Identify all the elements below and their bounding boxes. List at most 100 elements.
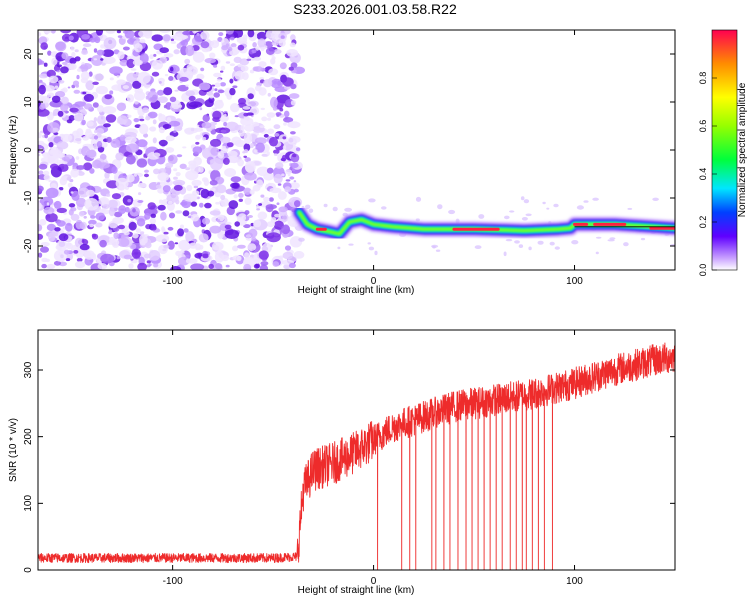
noise-blob bbox=[273, 149, 280, 155]
y-tick-label: 20 bbox=[23, 48, 34, 60]
noise-blob bbox=[139, 234, 148, 246]
noise-blob bbox=[229, 78, 234, 84]
noise-blob bbox=[160, 211, 167, 221]
noise-blob bbox=[247, 215, 253, 218]
noise-blob bbox=[152, 119, 157, 125]
noise-blob bbox=[173, 130, 177, 134]
noise-blob bbox=[185, 254, 190, 258]
noise-blob bbox=[93, 117, 98, 122]
noise-blob bbox=[87, 144, 94, 149]
noise-blob bbox=[185, 45, 195, 57]
noise-blob bbox=[225, 264, 230, 268]
noise-blob bbox=[111, 193, 122, 200]
noise-blob bbox=[85, 80, 95, 91]
noise-blob bbox=[38, 163, 48, 170]
noise-blob bbox=[256, 179, 264, 188]
noise-blob bbox=[244, 160, 256, 173]
signal-trace bbox=[291, 204, 675, 242]
noise-blob bbox=[180, 201, 188, 206]
noise-blob bbox=[217, 37, 223, 42]
noise-blob bbox=[119, 134, 126, 141]
noise-blob bbox=[260, 261, 269, 266]
noise-blob bbox=[182, 146, 187, 149]
noise-blob bbox=[260, 46, 265, 52]
noise-blob bbox=[203, 178, 210, 186]
noise-blob bbox=[79, 243, 90, 251]
noise-blob bbox=[144, 212, 151, 220]
noise-blob bbox=[474, 245, 482, 250]
noise-blob bbox=[263, 133, 269, 138]
noise-blob bbox=[200, 41, 210, 49]
noise-blob bbox=[571, 240, 579, 245]
noise-blob bbox=[179, 76, 189, 82]
noise-blob bbox=[247, 243, 257, 252]
noise-blob bbox=[38, 202, 42, 210]
page-title: S233.2026.001.03.58.R22 bbox=[293, 1, 457, 17]
noise-blob bbox=[98, 209, 104, 213]
noise-blob bbox=[55, 41, 67, 52]
noise-blob bbox=[234, 115, 239, 118]
noise-blob bbox=[56, 220, 66, 227]
noise-blob bbox=[202, 253, 209, 259]
noise-blob bbox=[210, 40, 220, 49]
noise-blob bbox=[56, 70, 60, 73]
noise-blob bbox=[43, 30, 52, 34]
noise-blob bbox=[175, 210, 183, 214]
noise-blob bbox=[576, 205, 585, 210]
noise-blob bbox=[609, 237, 616, 240]
noise-blob bbox=[190, 201, 198, 207]
noise-blob bbox=[93, 58, 98, 61]
noise-blob bbox=[175, 199, 180, 205]
noise-blob bbox=[214, 251, 225, 263]
noise-blob bbox=[73, 89, 81, 94]
noise-blob bbox=[40, 246, 49, 253]
noise-blob bbox=[243, 112, 249, 117]
noise-blob bbox=[237, 244, 246, 249]
noise-blob bbox=[165, 147, 175, 153]
noise-blob bbox=[38, 132, 42, 139]
noise-blob bbox=[38, 108, 50, 117]
noise-blob bbox=[143, 133, 149, 138]
noise-blob bbox=[92, 159, 102, 169]
noise-blob bbox=[195, 134, 201, 140]
noise-blob bbox=[151, 34, 164, 42]
noise-blob bbox=[583, 200, 589, 203]
noise-blob bbox=[520, 196, 525, 201]
noise-blob bbox=[155, 234, 170, 243]
noise-blob bbox=[287, 172, 291, 177]
noise-blob bbox=[54, 85, 59, 89]
noise-blob bbox=[109, 77, 114, 81]
noise-blob bbox=[276, 202, 280, 205]
noise-blob bbox=[69, 107, 79, 113]
noise-blob bbox=[233, 30, 244, 38]
noise-blob bbox=[210, 138, 222, 147]
noise-blob bbox=[39, 196, 54, 207]
spectrogram-y-label: Frequency (Hz) bbox=[8, 116, 19, 185]
noise-blob bbox=[209, 52, 216, 59]
noise-blob bbox=[70, 46, 75, 51]
noise-blob bbox=[260, 194, 265, 198]
noise-blob bbox=[74, 101, 87, 107]
y-tick-label: 0 bbox=[23, 567, 34, 573]
noise-blob bbox=[158, 114, 167, 122]
noise-blob bbox=[40, 42, 48, 50]
noise-blob bbox=[88, 219, 97, 225]
noise-blob bbox=[194, 127, 204, 132]
snr-x-axis: -100 0 100 bbox=[163, 330, 583, 587]
noise-blob bbox=[147, 202, 156, 210]
noise-blob bbox=[111, 166, 118, 174]
noise-blob bbox=[152, 137, 157, 144]
spectrogram-x-label: Height of straight line (km) bbox=[298, 285, 415, 296]
noise-blob bbox=[188, 95, 196, 102]
noise-blob bbox=[640, 237, 646, 241]
noise-blob bbox=[607, 239, 615, 242]
noise-blob bbox=[167, 226, 174, 231]
noise-blob bbox=[152, 152, 161, 158]
noise-blob bbox=[53, 233, 58, 237]
noise-blob bbox=[102, 49, 114, 57]
noise-blob bbox=[166, 117, 172, 123]
noise-blob bbox=[151, 71, 160, 77]
noise-blob bbox=[54, 227, 61, 232]
noise-blob bbox=[192, 51, 205, 63]
